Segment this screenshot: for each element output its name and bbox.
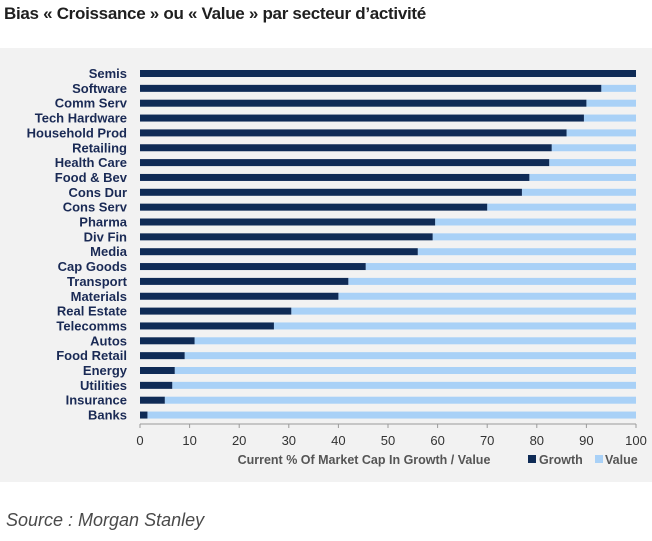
growth-bar-6 [140, 159, 550, 167]
category-label-1: Software [72, 81, 127, 96]
category-label-0: Semis [89, 66, 127, 81]
category-label-22: Insurance [66, 393, 127, 408]
x-tick-label-4: 40 [331, 433, 345, 448]
legend-swatch-growth [528, 455, 536, 463]
category-label-15: Materials [71, 289, 127, 304]
growth-bar-15 [140, 292, 339, 300]
growth-bar-11 [140, 233, 433, 241]
growth-bar-5 [140, 144, 552, 152]
x-tick-label-6: 60 [430, 433, 444, 448]
value-bar-16 [291, 307, 636, 315]
growth-bar-12 [140, 248, 418, 256]
growth-bar-14 [140, 277, 349, 285]
growth-bar-1 [140, 84, 602, 92]
category-label-11: Div Fin [84, 229, 127, 244]
value-bar-8 [521, 188, 636, 196]
value-bar-3 [583, 114, 636, 122]
value-bar-7 [529, 173, 636, 181]
growth-bar-13 [140, 263, 366, 271]
value-bar-17 [273, 322, 636, 330]
growth-bar-17 [140, 322, 274, 330]
category-label-13: Cap Goods [58, 259, 127, 274]
growth-bar-7 [140, 173, 530, 181]
x-tick-label-10: 100 [625, 433, 647, 448]
category-label-21: Utilities [80, 378, 127, 393]
value-bar-18 [194, 337, 636, 345]
value-bar-14 [348, 277, 636, 285]
growth-bar-23 [140, 411, 148, 419]
value-bar-10 [435, 218, 636, 226]
value-bar-19 [184, 352, 636, 360]
growth-bar-0 [140, 70, 636, 77]
growth-bar-2 [140, 99, 587, 107]
value-bar-21 [172, 381, 637, 389]
legend-swatch-value [595, 455, 603, 463]
value-bar-11 [432, 233, 636, 241]
x-axis-title: Current % Of Market Cap In Growth / Valu… [238, 453, 491, 467]
value-bar-12 [417, 248, 636, 256]
category-label-14: Transport [67, 274, 128, 289]
category-label-5: Retailing [72, 140, 127, 155]
value-bar-23 [147, 411, 636, 419]
x-tick-label-2: 20 [232, 433, 246, 448]
value-bar-22 [164, 396, 637, 404]
value-bar-4 [566, 129, 636, 137]
x-tick-label-8: 80 [530, 433, 544, 448]
x-tick-label-1: 10 [182, 433, 196, 448]
growth-bar-10 [140, 218, 436, 226]
category-label-20: Energy [83, 363, 128, 378]
category-label-8: Cons Dur [69, 185, 128, 200]
growth-bar-9 [140, 203, 488, 211]
category-label-10: Pharma [79, 215, 127, 230]
growth-bar-19 [140, 352, 185, 360]
growth-bar-16 [140, 307, 292, 315]
value-bar-9 [487, 203, 636, 211]
value-bar-2 [586, 99, 636, 107]
category-label-19: Food Retail [56, 348, 127, 363]
chart-title: Bias « Croissance » ou « Value » par sec… [4, 4, 426, 23]
value-bar-20 [174, 367, 636, 374]
growth-bar-22 [140, 396, 165, 404]
x-tick-label-3: 30 [282, 433, 296, 448]
growth-bar-18 [140, 337, 195, 345]
category-label-9: Cons Serv [63, 200, 128, 215]
x-tick-label-0: 0 [136, 433, 143, 448]
category-label-16: Real Estate [57, 304, 127, 319]
value-bar-15 [338, 292, 636, 300]
legend-label-growth: Growth [539, 453, 583, 467]
category-label-6: Health Care [55, 155, 127, 170]
category-label-12: Media [90, 244, 128, 259]
growth-bar-8 [140, 188, 522, 196]
legend-label-value: Value [605, 453, 638, 467]
category-label-17: Telecomms [56, 318, 127, 333]
source-note: Source : Morgan Stanley [6, 510, 205, 530]
x-tick-label-7: 70 [480, 433, 494, 448]
category-label-7: Food & Bev [55, 170, 128, 185]
x-tick-label-9: 90 [579, 433, 593, 448]
growth-bar-4 [140, 129, 567, 137]
value-bar-5 [551, 144, 636, 152]
growth-bar-20 [140, 367, 175, 374]
x-tick-label-5: 50 [381, 433, 395, 448]
category-label-2: Comm Serv [55, 96, 128, 111]
growth-bar-3 [140, 114, 584, 122]
value-bar-6 [549, 159, 636, 167]
category-label-4: Household Prod [27, 125, 127, 140]
value-bar-13 [365, 263, 636, 271]
growth-bar-21 [140, 381, 173, 389]
category-label-23: Banks [88, 408, 127, 423]
value-bar-1 [601, 84, 636, 92]
category-label-18: Autos [90, 333, 127, 348]
category-label-3: Tech Hardware [35, 111, 127, 126]
